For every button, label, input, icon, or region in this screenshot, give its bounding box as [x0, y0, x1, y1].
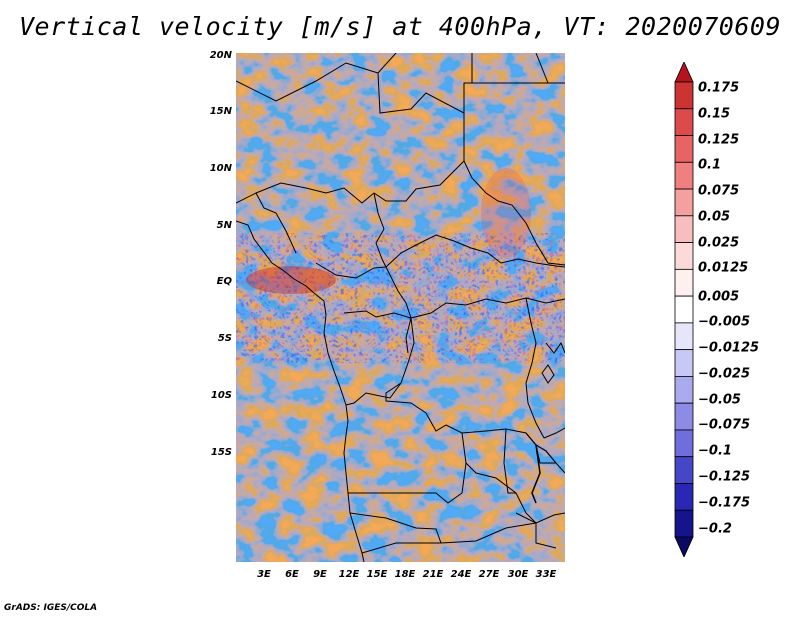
lon-label-9e: 9E — [313, 569, 327, 580]
lat-label-10s: 10S — [210, 390, 232, 401]
colorbar-label: −0.05 — [698, 392, 741, 408]
colorbar-cell — [674, 188, 694, 217]
colorbar-label: 0.05 — [698, 209, 731, 225]
colorbar-cell — [674, 215, 694, 243]
colorbar-label: −0.1 — [698, 443, 732, 459]
lon-label-27e: 27E — [478, 569, 500, 580]
colorbar-cell — [674, 322, 694, 351]
colorbar-cell — [674, 295, 694, 324]
colorbar-cell — [674, 161, 694, 190]
colorbar-label: 0.15 — [698, 106, 731, 122]
colorbar-cell — [674, 108, 694, 136]
lat-label-15s: 15S — [210, 447, 232, 458]
colorbar-cell — [674, 135, 694, 163]
lat-label-15n: 15N — [209, 106, 232, 117]
lat-label-5n: 5N — [216, 220, 232, 231]
lon-label-21e: 21E — [422, 569, 444, 580]
colorbar-cell — [674, 509, 694, 538]
lon-label-18e: 18E — [394, 569, 416, 580]
colorbar-label: −0.075 — [698, 417, 751, 433]
lon-label-6e: 6E — [285, 569, 299, 580]
lon-label-24e: 24E — [450, 569, 472, 580]
colorbar-label: 0.175 — [698, 80, 740, 96]
colorbar-label: −0.2 — [698, 521, 732, 537]
lat-label-5s: 5S — [217, 333, 232, 344]
vertical-velocity-map — [236, 53, 565, 562]
country-borders — [236, 53, 565, 562]
lon-label-12e: 12E — [338, 569, 360, 580]
colorbar-label: 0.0125 — [698, 260, 749, 276]
colorbar-cell — [674, 402, 694, 431]
lon-label-15e: 15E — [366, 569, 388, 580]
colorbar-label: −0.175 — [698, 495, 751, 511]
colorbar-cell — [674, 456, 694, 484]
lon-label-3e: 3E — [257, 569, 271, 580]
lat-label-eq: EQ — [216, 276, 232, 287]
lon-label-30e: 30E — [507, 569, 529, 580]
colorbar — [674, 62, 694, 557]
colorbar-cell — [674, 536, 694, 557]
colorbar-cell — [674, 376, 694, 404]
colorbar-cell — [674, 242, 694, 270]
colorbar-cell — [674, 81, 694, 110]
colorbar-label: 0.1 — [698, 157, 722, 173]
colorbar-label: −0.005 — [698, 314, 751, 330]
plot-title: Vertical velocity [m/s] at 400hPa, VT: 2… — [18, 12, 781, 41]
colorbar-label: 0.125 — [698, 132, 740, 148]
footer-credit: GrADS: IGES/COLA — [4, 603, 98, 613]
lat-label-10n: 10N — [209, 163, 232, 174]
lat-label-20n: 20N — [209, 50, 232, 61]
colorbar-label: 0.075 — [698, 183, 740, 199]
colorbar-cell — [674, 268, 694, 297]
colorbar-label: −0.125 — [698, 469, 751, 485]
colorbar-label: 0.025 — [698, 235, 740, 251]
colorbar-label: −0.0125 — [698, 340, 760, 356]
map-panel — [236, 53, 565, 562]
colorbar-label: 0.005 — [698, 289, 740, 305]
colorbar-label: −0.025 — [698, 366, 751, 382]
colorbar-cell — [674, 483, 694, 511]
colorbar-cell — [674, 349, 694, 377]
colorbar-cell — [674, 62, 694, 83]
lon-label-33e: 33E — [535, 569, 557, 580]
colorbar-cell — [674, 429, 694, 458]
